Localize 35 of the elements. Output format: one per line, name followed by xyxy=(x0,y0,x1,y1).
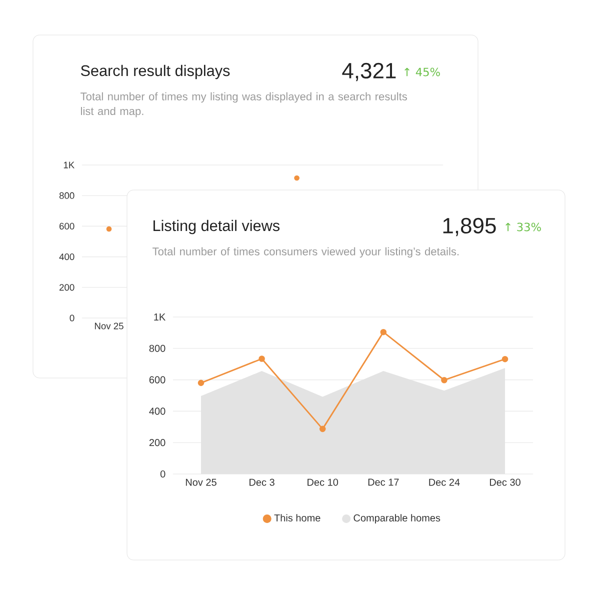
point xyxy=(258,356,265,362)
point xyxy=(502,356,508,362)
point xyxy=(441,376,448,384)
chart-title: Listing detail views xyxy=(154,220,280,234)
x-tick-label: Dec 3 xyxy=(250,478,274,486)
x-tick-label: Nov 25 xyxy=(94,322,124,330)
y-tick-label: 800 xyxy=(149,344,166,352)
y-tick-label: 400 xyxy=(149,408,166,415)
text: 4,321 xyxy=(342,62,396,82)
text: ↑ 33% xyxy=(506,222,541,232)
x-tick-label: Nov 25 xyxy=(186,478,216,486)
y-tick-label: 800 xyxy=(59,192,74,199)
x-tick-label: Dec 10 xyxy=(308,478,338,486)
chart-title: Search result displays xyxy=(80,64,230,80)
x-tick-label: Dec 24 xyxy=(429,478,460,486)
chart-subtitle: Total number of times consumers viewed your listing’s details. xyxy=(152,247,459,258)
point xyxy=(380,328,387,336)
legend-label: Comparable homes xyxy=(354,514,440,524)
text: 1,895 xyxy=(443,218,496,236)
x-tick-label: Dec 30 xyxy=(490,478,520,486)
y-tick-label: 200 xyxy=(149,439,166,446)
point xyxy=(319,426,326,432)
x-tick-label: Dec 17 xyxy=(368,478,399,486)
legend-label: This home xyxy=(274,514,320,522)
y-tick-label: 0 xyxy=(160,470,166,478)
y-tick-label: 200 xyxy=(60,284,74,291)
y-tick-label: 1K xyxy=(154,314,166,320)
y-tick-label: 0 xyxy=(70,314,74,322)
y-tick-label: 600 xyxy=(149,376,166,384)
y-tick-label: 400 xyxy=(59,254,74,260)
y-tick-label: 600 xyxy=(60,222,74,230)
chart-subtitle: Total number of times my listing was displayed in a search results list and map. xyxy=(80,92,408,118)
y-tick-label: 1K xyxy=(64,162,74,168)
text: ↑ 45% xyxy=(404,68,440,76)
point xyxy=(198,380,204,386)
